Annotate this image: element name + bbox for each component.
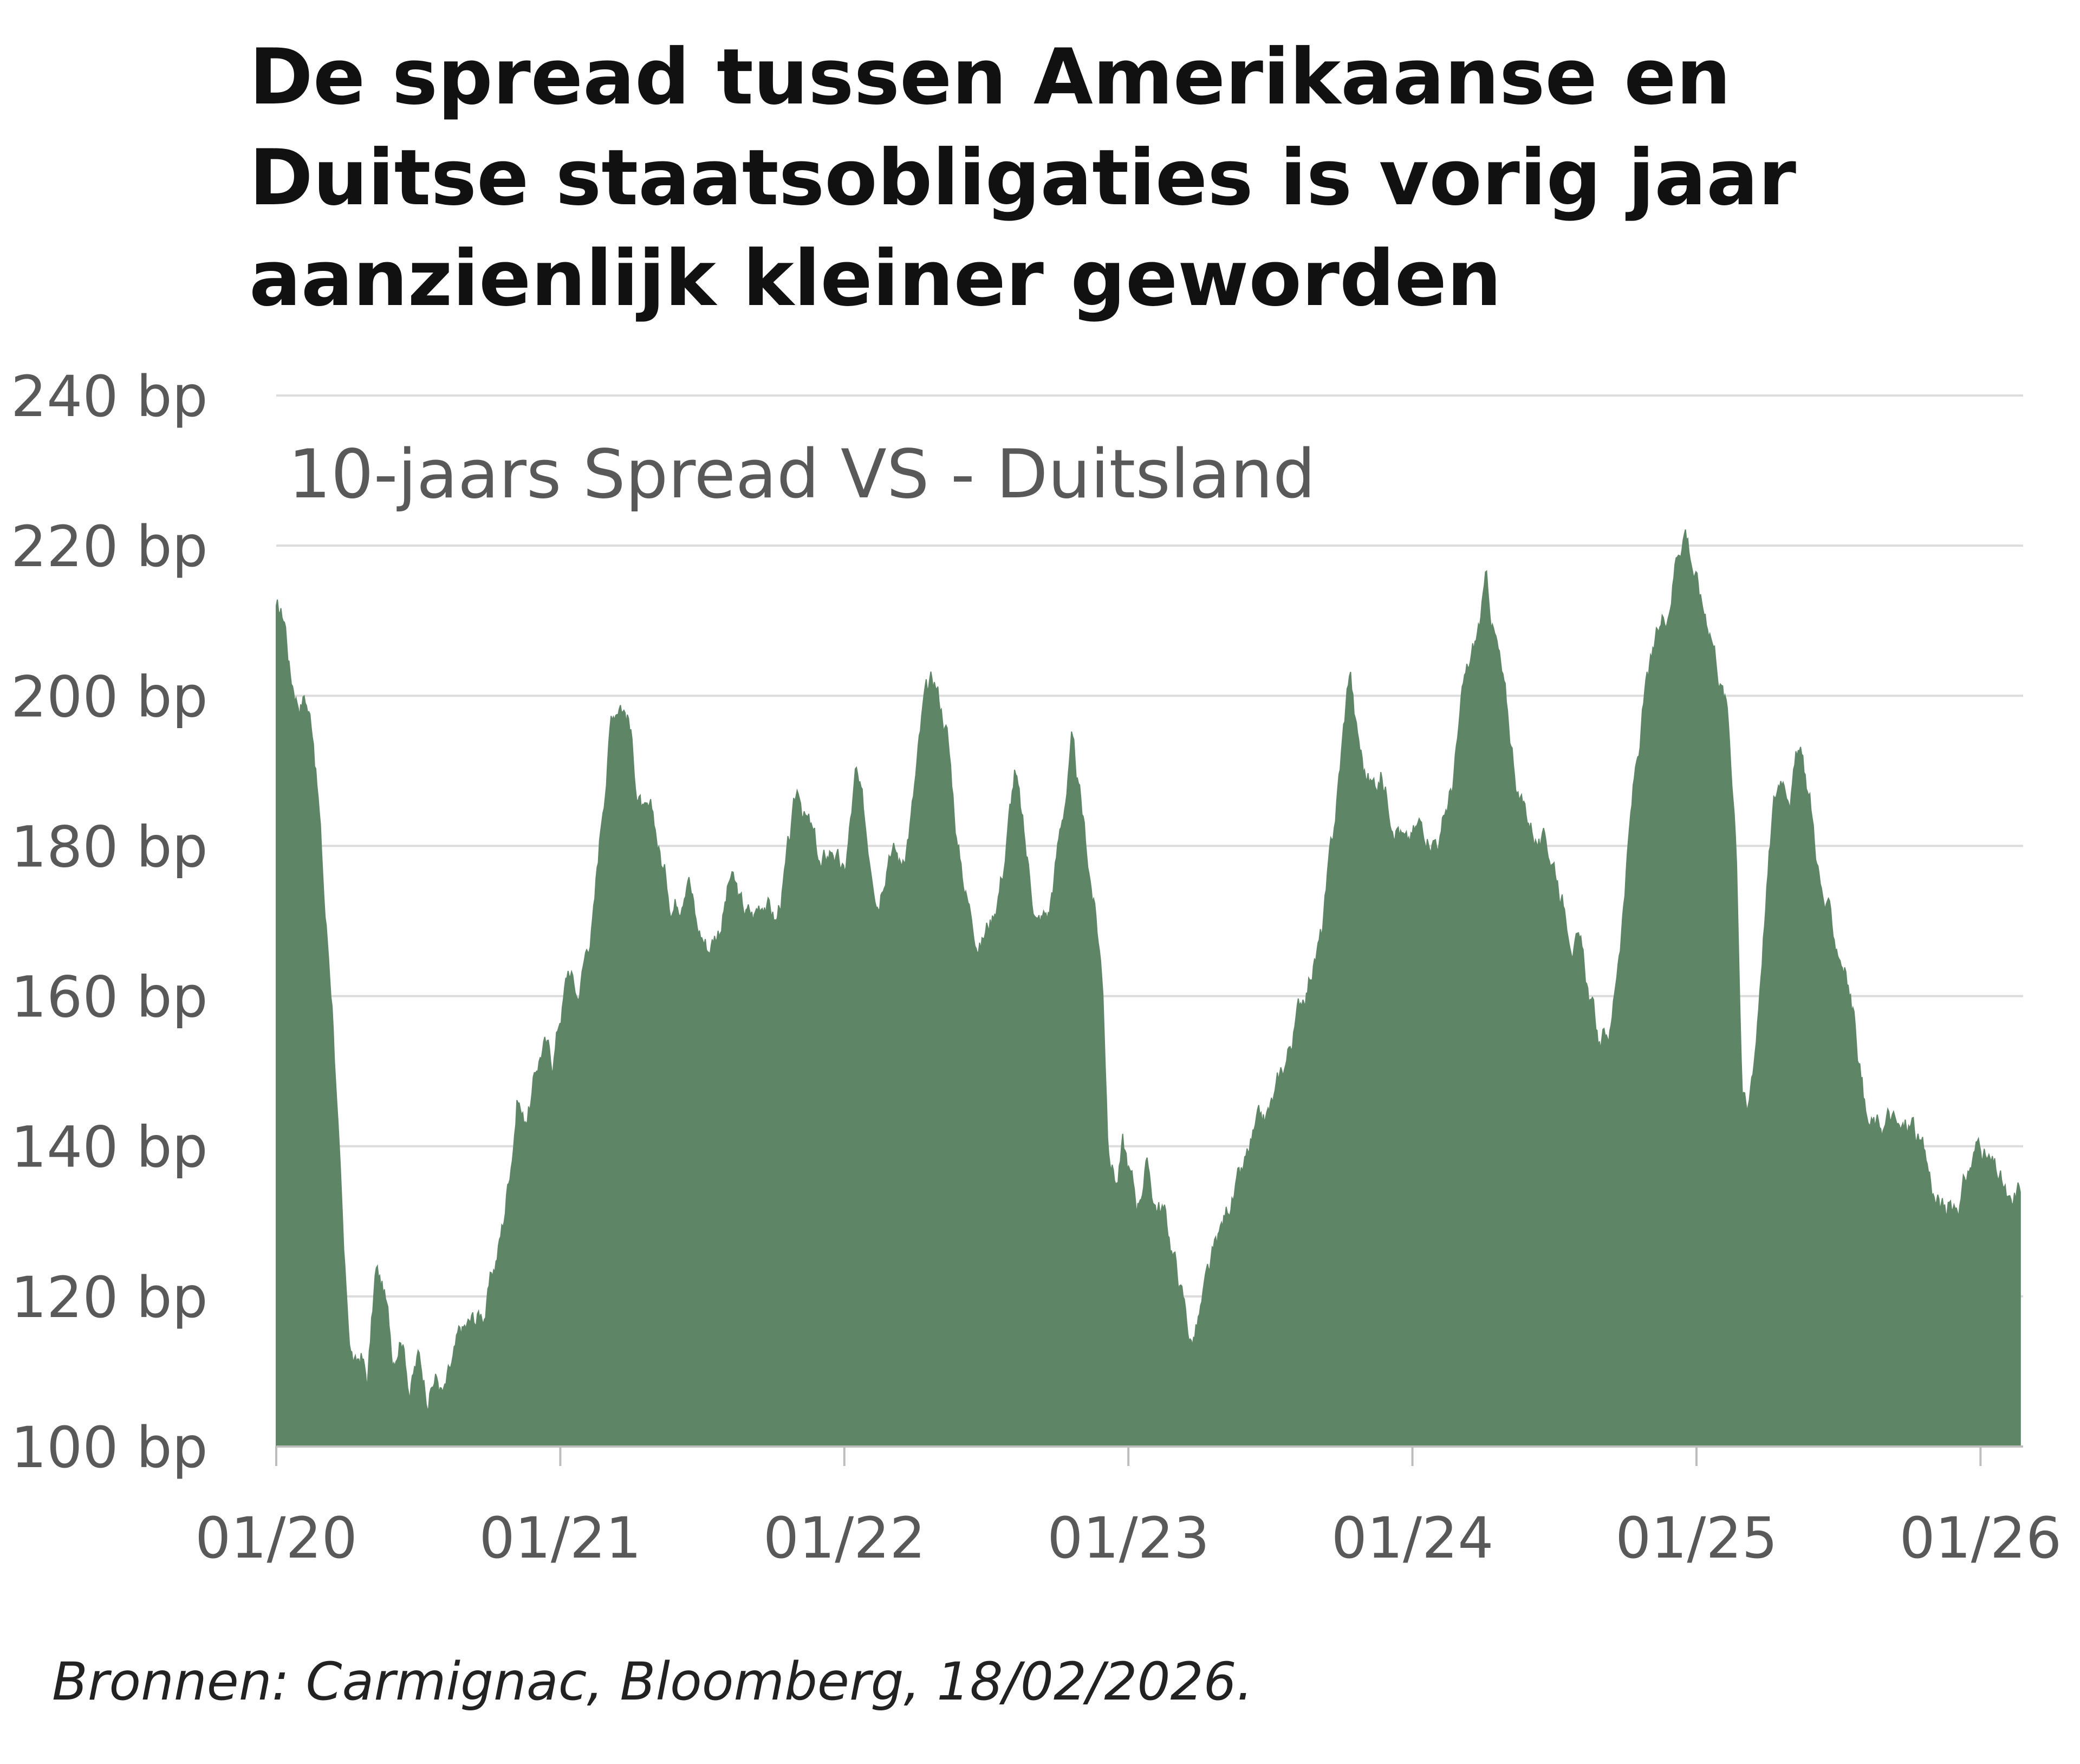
axes: 100 bp 120 bp 140 bp 160 bp 180 bp 200 bp 220 … [11,364,2062,1571]
x-tick-label: 01/26 [1899,1505,2062,1571]
y-tick-label: 220 bp [11,514,208,580]
x-tick-label: 01/25 [1615,1505,1778,1571]
series-label: 10-jaars Spread VS - Duitsland [288,436,1316,514]
source-note: Bronnen: Carmignac, Bloomberg, 18/02/202… [52,1651,1253,1712]
spread-area-fill [276,529,2021,1447]
x-tick-label: 01/22 [763,1505,926,1571]
chart-title: De spread tussen Amerikaanse en Duitse s… [249,33,1796,323]
x-tick-label: 01/20 [195,1505,358,1571]
x-tick-label: 01/23 [1047,1505,1210,1571]
y-tick-label: 240 bp [11,364,208,430]
y-tick-label: 200 bp [11,664,208,730]
y-tick-label: 120 bp [11,1264,208,1331]
y-tick-label: 180 bp [11,814,208,880]
y-tick-label: 140 bp [11,1114,208,1181]
x-tick-label: 01/24 [1331,1505,1494,1571]
spread-area [276,529,2021,1447]
y-tick-label: 160 bp [11,964,208,1030]
x-tick-label: 01/21 [479,1505,642,1571]
y-tick-label: 100 bp [11,1415,208,1481]
